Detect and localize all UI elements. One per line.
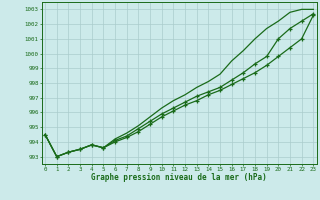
X-axis label: Graphe pression niveau de la mer (hPa): Graphe pression niveau de la mer (hPa) [91, 173, 267, 182]
